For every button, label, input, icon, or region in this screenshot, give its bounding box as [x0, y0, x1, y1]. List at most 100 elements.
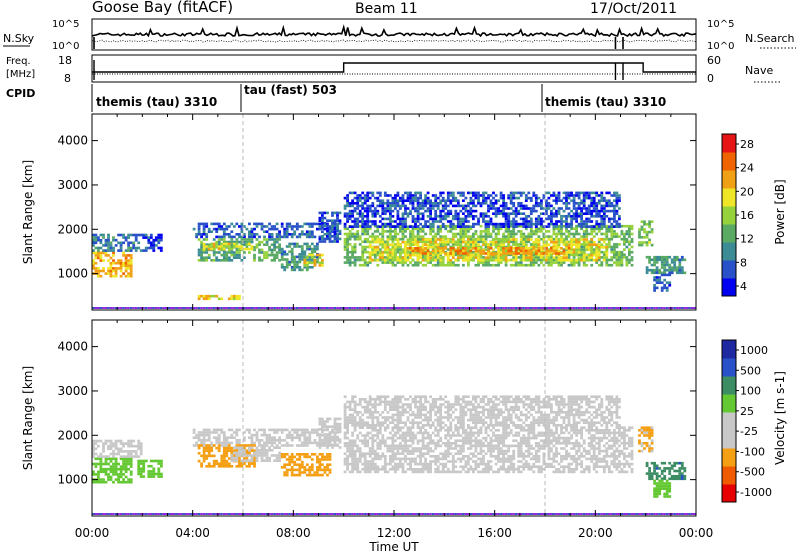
echo-cell: [494, 199, 498, 202]
echo-cell: [358, 204, 362, 208]
echo-cell: [290, 255, 294, 259]
echo-cell: [449, 202, 453, 205]
echo-cell: [545, 243, 548, 246]
echo-cell: [504, 204, 508, 208]
echo-cell: [278, 439, 281, 442]
echo-cell: [492, 202, 495, 205]
echo-cell: [263, 441, 266, 445]
echo-cell: [305, 428, 309, 432]
echo-cell: [419, 202, 422, 205]
echo-cell: [404, 246, 407, 249]
echo-cell: [381, 222, 385, 226]
echo-cell: [477, 199, 480, 202]
echo-cell: [134, 249, 138, 252]
echo-cell: [522, 256, 526, 259]
echo-cell: [404, 225, 407, 228]
echo-cell: [368, 253, 372, 257]
echo-cell: [570, 220, 573, 223]
echo-cell: [243, 256, 246, 259]
echo-cell: [610, 225, 614, 228]
echo-cell: [482, 256, 485, 259]
echo-cell: [383, 230, 387, 233]
echo-cell: [524, 196, 528, 200]
echo-cell: [577, 246, 581, 249]
echo-cell: [527, 259, 531, 262]
echo-cell: [270, 441, 274, 445]
noise-left-tick-top: 10^5: [52, 19, 79, 30]
echo-cell: [650, 258, 654, 262]
echo-cell: [391, 199, 395, 202]
echo-cell: [595, 215, 599, 218]
echo-cell: [509, 249, 513, 253]
echo-cell: [303, 436, 307, 439]
echo-cell: [285, 245, 289, 248]
echo-cell: [220, 253, 224, 257]
echo-cell: [373, 256, 377, 259]
echo-cell: [620, 253, 624, 257]
echo-cell: [210, 242, 214, 246]
echo-cell: [227, 297, 231, 301]
echo-cell: [545, 253, 548, 257]
echo-cell: [675, 271, 679, 275]
echo-cell: [205, 297, 209, 301]
echo-cell: [653, 284, 656, 287]
echo-cell: [479, 202, 483, 205]
echo-cell: [399, 207, 402, 210]
echo-cell: [378, 238, 382, 241]
echo-cell: [534, 240, 538, 244]
echo-cell: [235, 251, 239, 254]
echo-cell: [245, 465, 249, 468]
echo-cell: [582, 238, 586, 241]
echo-cell: [542, 252, 546, 255]
echo-cell: [381, 240, 385, 244]
echo-cell: [582, 243, 586, 246]
echo-cell: [519, 207, 523, 210]
echo-cell: [582, 248, 586, 251]
echo-cell: [424, 248, 427, 252]
echo-cell: [275, 233, 279, 236]
echo-cell: [590, 199, 594, 202]
echo-cell: [321, 219, 324, 222]
echo-cell: [409, 238, 412, 241]
echo-cell: [464, 207, 468, 210]
echo-cell: [326, 227, 329, 230]
echo-cell: [232, 240, 236, 244]
bottom-gate-cell: [253, 307, 256, 309]
echo-cell: [675, 258, 679, 262]
echo-cell: [149, 475, 153, 478]
echo-cell: [519, 204, 523, 208]
echo-cell: [602, 222, 606, 226]
echo-cell: [102, 244, 105, 247]
echo-cell: [396, 238, 400, 241]
echo-cell: [587, 212, 591, 215]
echo-cell: [580, 215, 583, 218]
echo-cell: [534, 227, 538, 231]
echo-cell: [99, 478, 103, 481]
echo-cell: [577, 224, 581, 228]
echo-cell: [514, 243, 518, 246]
echo-cell: [112, 246, 115, 250]
echo-cell: [497, 263, 500, 267]
echo-cell: [615, 243, 619, 246]
echo-cell: [245, 449, 249, 452]
colorbar-swatch: [722, 278, 736, 297]
echo-cell: [137, 246, 141, 250]
echo-cell: [394, 196, 397, 200]
echo-cell: [570, 243, 573, 246]
echo-cell: [378, 258, 382, 262]
echo-cell: [321, 441, 324, 445]
echo-cell: [303, 466, 307, 469]
bottom-gate-cell: [585, 307, 588, 309]
echo-cell: [514, 261, 518, 264]
y-tick-label: 2000: [57, 222, 88, 236]
echo-cell: [109, 264, 113, 268]
echo-cell: [300, 433, 304, 437]
echo-cell: [406, 199, 410, 202]
echo-cell: [368, 209, 372, 213]
echo-cell: [605, 237, 609, 241]
echo-cell: [459, 220, 463, 223]
echo-cell: [610, 245, 614, 249]
echo-cell: [356, 258, 360, 262]
echo-cell: [572, 207, 576, 210]
echo-cell: [431, 240, 435, 244]
